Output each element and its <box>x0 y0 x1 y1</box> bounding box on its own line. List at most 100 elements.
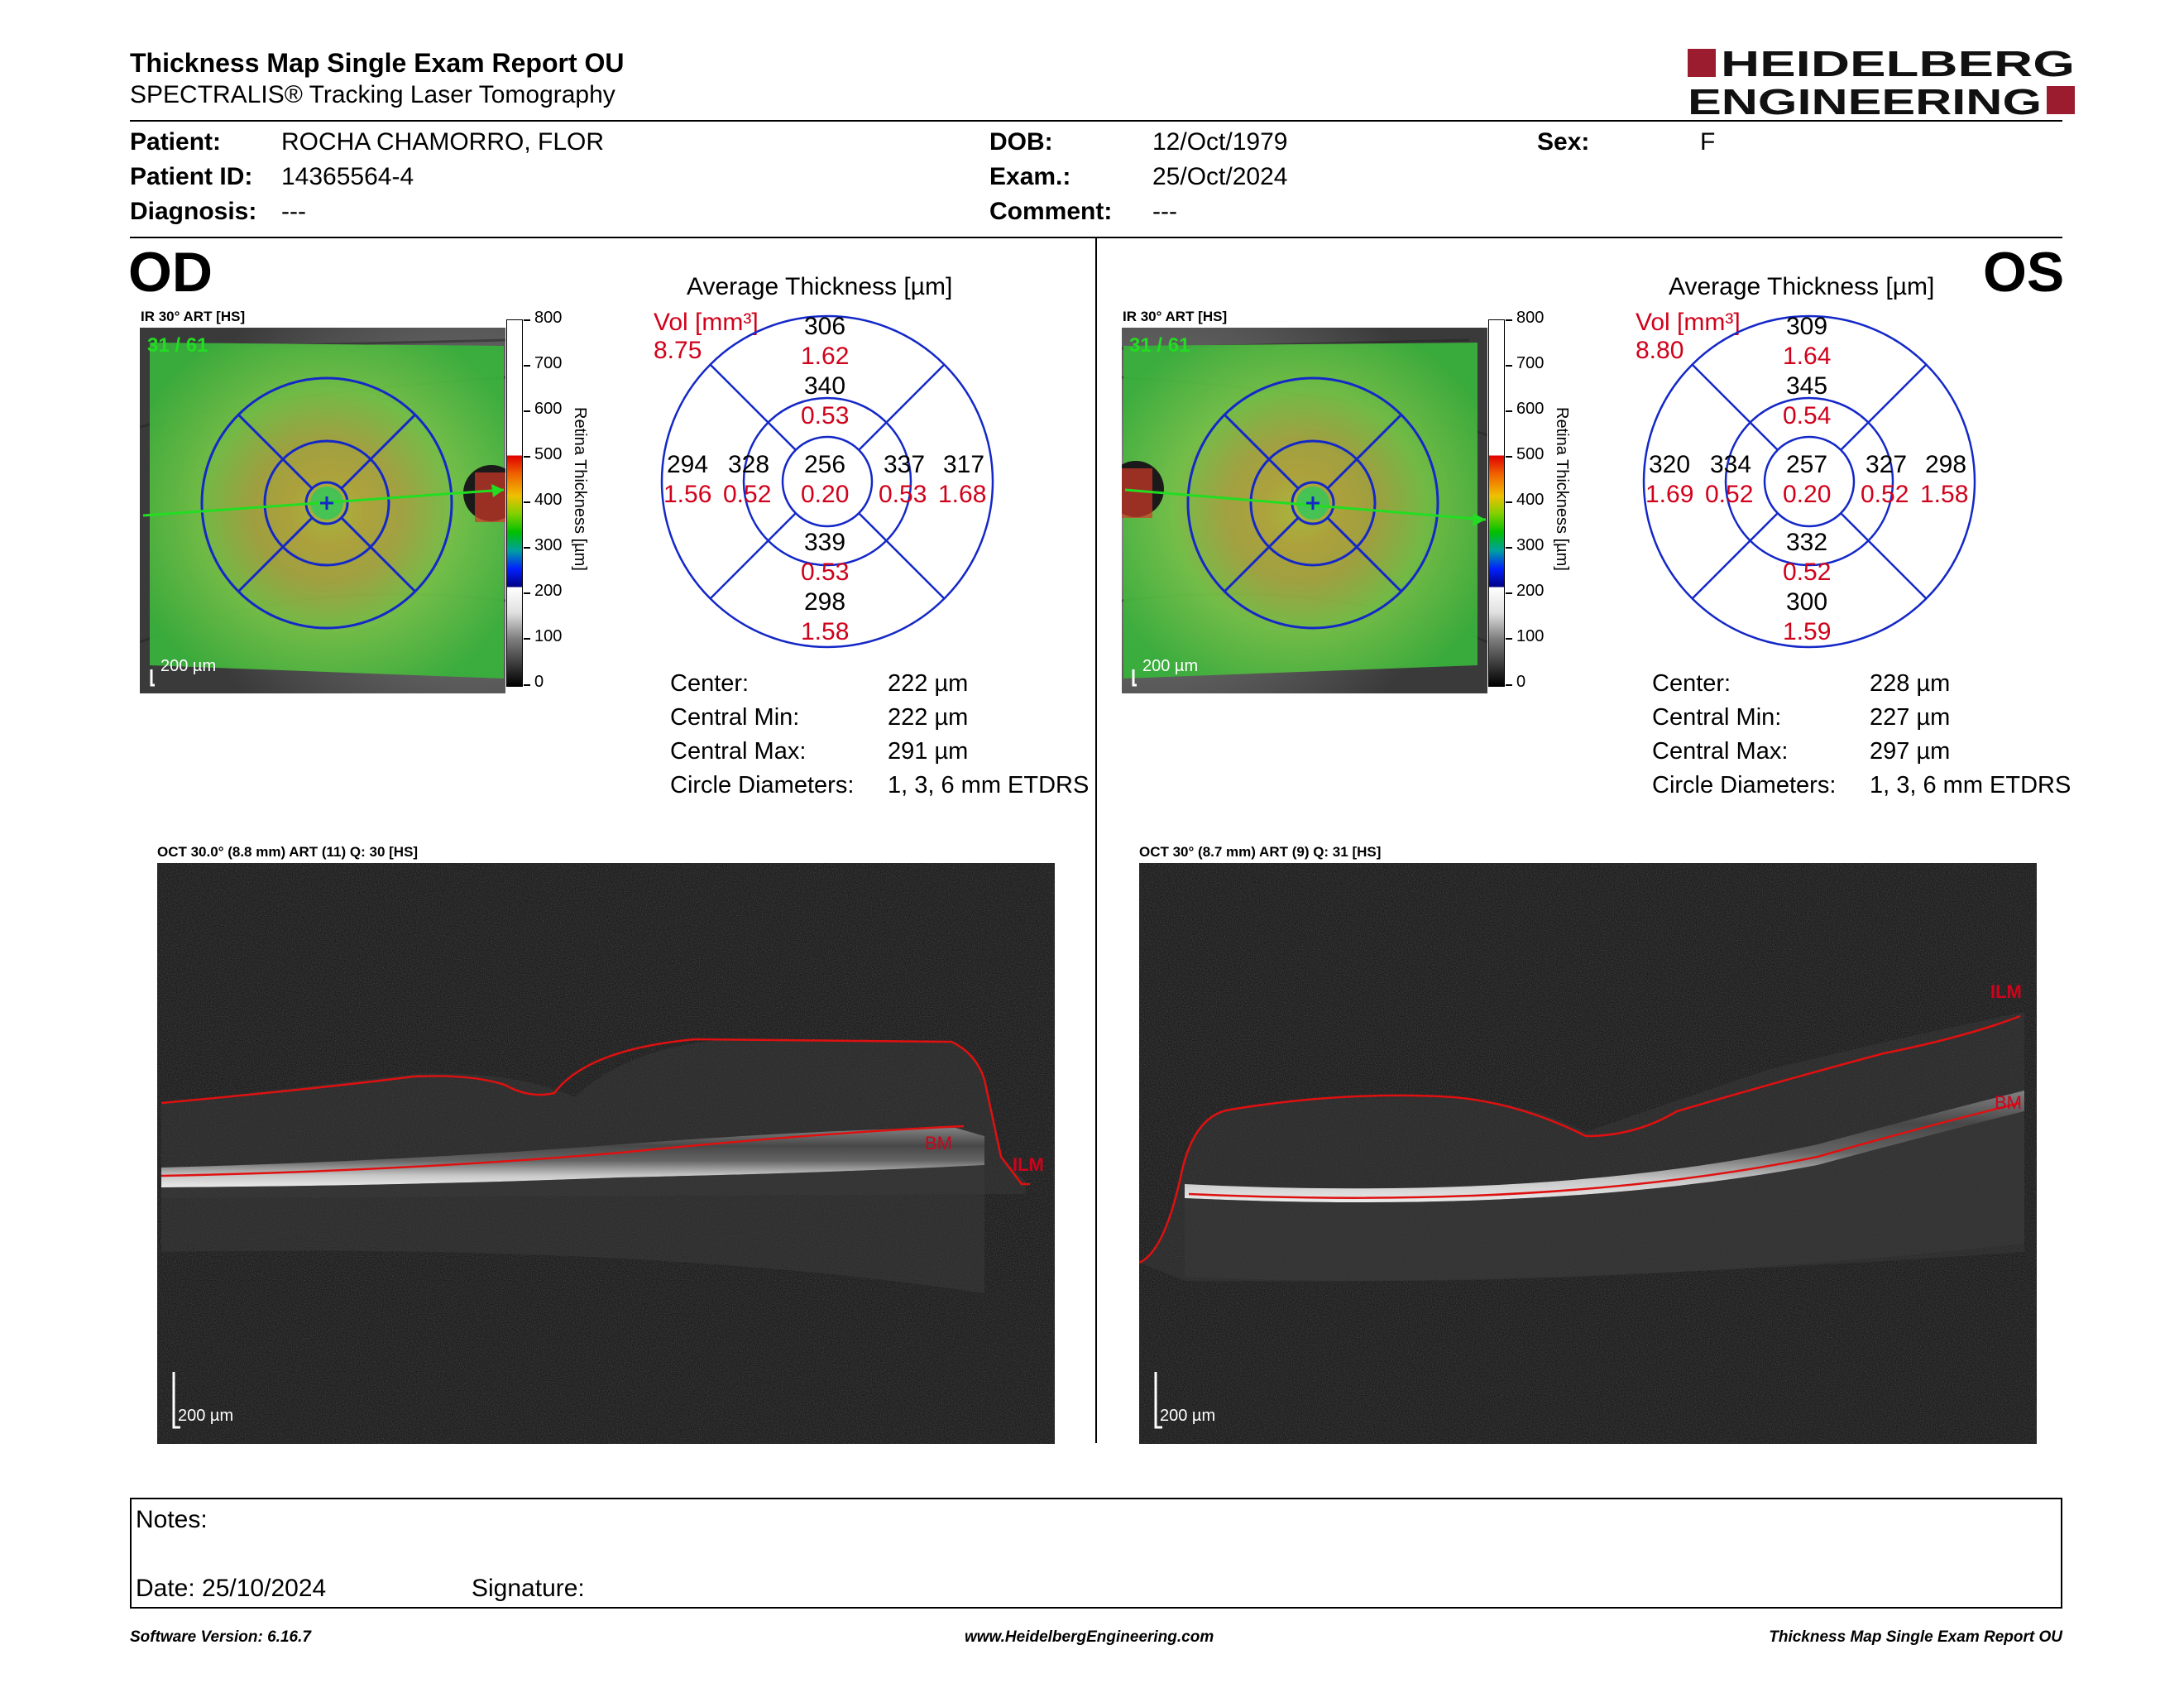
comment-value: --- <box>1152 198 1177 225</box>
footer-report-name: Thickness Map Single Exam Report OU <box>1769 1628 2062 1646</box>
os-central-max-value: 297 µm <box>1870 738 1951 765</box>
os-circle-diameters-label: Circle Diameters: <box>1652 772 1837 798</box>
od-central-max-value: 291 µm <box>888 738 969 765</box>
od-scan-counter: 31 / 61 <box>147 334 208 357</box>
os-outer-left-volume: 1.69 <box>1645 481 1694 508</box>
od-colorbar-tick-100: 100 <box>534 627 563 645</box>
os-center-volume: 0.20 <box>1783 481 1832 508</box>
od-inner-inferior-thickness: 339 <box>804 529 846 556</box>
od-center-thickness: 256 <box>804 451 846 478</box>
os-colorbar-tick-300: 300 <box>1516 536 1545 554</box>
os-colorbar-tick-700: 700 <box>1516 354 1545 372</box>
os-colorbar-tick-200: 200 <box>1516 582 1545 600</box>
dob-value: 12/Oct/1979 <box>1152 128 1288 156</box>
od-colorbar-label: Retina Thickness [µm] <box>571 407 589 571</box>
logo-text-line1: HEIDELBERG <box>1721 46 2075 84</box>
od-fundus-scale-label: 200 µm <box>160 657 217 675</box>
od-colorbar-tick-800: 800 <box>534 309 563 327</box>
os-inner-superior-volume: 0.54 <box>1783 402 1832 429</box>
od-outer-right-volume: 1.68 <box>938 481 987 508</box>
os-center-label: Center: <box>1652 670 1731 697</box>
od-inner-right-thickness: 337 <box>884 451 926 478</box>
os-center-value: 228 µm <box>1870 670 1951 697</box>
header-divider <box>130 120 2062 122</box>
signature-label: Signature: <box>472 1575 585 1602</box>
od-ilm-label: ILM <box>1013 1154 1044 1175</box>
os-inner-left-volume: 0.52 <box>1705 481 1754 508</box>
os-avg-thickness-title: Average Thickness [µm] <box>1669 273 1935 300</box>
os-inner-inferior-volume: 0.52 <box>1783 559 1832 586</box>
dob-label: DOB: <box>989 128 1053 156</box>
od-inner-right-volume: 0.53 <box>879 481 927 508</box>
report-subtitle: SPECTRALIS® Tracking Laser Tomography <box>130 81 615 108</box>
os-outer-inferior-volume: 1.59 <box>1783 618 1832 645</box>
od-circle-diameters-value: 1, 3, 6 mm ETDRS <box>888 772 1090 798</box>
od-inner-superior-thickness: 340 <box>804 372 846 400</box>
od-eye-label: OD <box>128 241 213 304</box>
os-fundus-scale-label: 200 µm <box>1142 657 1199 675</box>
od-center-value: 222 µm <box>888 670 969 697</box>
os-central-min-label: Central Min: <box>1652 704 1782 731</box>
os-inner-right-thickness: 327 <box>1866 451 1908 478</box>
od-colorbar-tick-600: 600 <box>534 400 563 418</box>
sex-value: F <box>1700 128 1716 156</box>
os-oct-bscan <box>1139 863 2037 1444</box>
os-center-thickness: 257 <box>1786 451 1828 478</box>
os-fundus-label: IR 30° ART [HS] <box>1123 309 1228 324</box>
patient-label: Patient: <box>130 128 222 156</box>
od-fundus-label: IR 30° ART [HS] <box>141 309 246 324</box>
od-circle-diameters-label: Circle Diameters: <box>670 772 855 798</box>
od-colorbar-tick-500: 500 <box>534 445 563 463</box>
exam-label: Exam.: <box>989 163 1071 190</box>
od-inner-left-volume: 0.52 <box>723 481 772 508</box>
os-inner-inferior-thickness: 332 <box>1786 529 1828 556</box>
footer-website: www.HeidelbergEngineering.com <box>965 1628 1214 1646</box>
od-colorbar-ticks <box>524 319 532 687</box>
os-eye-label: OS <box>1983 241 2065 304</box>
os-inner-right-volume: 0.52 <box>1861 481 1909 508</box>
os-fundus-image <box>1122 328 1487 693</box>
od-colorbar-tick-700: 700 <box>534 354 563 372</box>
heidelberg-logo: HEIDELBERG ENGINEERING <box>1688 44 2076 122</box>
patient-name: ROCHA CHAMORRO, FLOR <box>281 128 605 156</box>
os-colorbar-tick-100: 100 <box>1516 627 1545 645</box>
os-colorbar-label: Retina Thickness [µm] <box>1553 407 1571 571</box>
od-center-label: Center: <box>670 670 750 697</box>
os-colorbar-tick-800: 800 <box>1516 309 1545 327</box>
date-label: Date: 25/10/2024 <box>136 1575 327 1602</box>
os-colorbar-tick-600: 600 <box>1516 400 1545 418</box>
os-vol-label: Vol [mm³] <box>1636 309 1741 336</box>
os-colorbar <box>1488 319 1505 687</box>
os-scan-counter: 31 / 61 <box>1129 334 1190 357</box>
od-inner-superior-volume: 0.53 <box>801 402 850 429</box>
od-colorbar-tick-300: 300 <box>534 536 563 554</box>
os-etdrs-grid <box>1642 314 1976 649</box>
os-colorbar-tick-500: 500 <box>1516 445 1545 463</box>
od-outer-inferior-volume: 1.58 <box>801 618 850 645</box>
od-colorbar-tick-200: 200 <box>534 582 563 600</box>
od-central-min-value: 222 µm <box>888 704 969 731</box>
od-oct-scale-label: 200 µm <box>178 1407 234 1425</box>
od-colorbar <box>506 319 523 687</box>
logo-text-line2: ENGINEERING <box>1688 82 2042 117</box>
notes-box[interactable] <box>130 1498 2062 1609</box>
os-outer-right-thickness: 298 <box>1925 451 1967 478</box>
os-outer-left-thickness: 320 <box>1649 451 1691 478</box>
os-vol-total: 8.80 <box>1636 337 1684 364</box>
os-outer-superior-volume: 1.64 <box>1783 343 1832 370</box>
od-outer-superior-volume: 1.62 <box>801 343 850 370</box>
od-avg-thickness-title: Average Thickness [µm] <box>687 273 953 300</box>
od-outer-right-thickness: 317 <box>943 451 985 478</box>
os-bm-label: BM <box>1995 1092 2022 1113</box>
patient-id-label: Patient ID: <box>130 163 253 190</box>
od-colorbar-tick-400: 400 <box>534 491 563 509</box>
od-central-min-label: Central Min: <box>670 704 800 731</box>
os-oct-scale-label: 200 µm <box>1160 1407 1216 1425</box>
od-outer-left-volume: 1.56 <box>663 481 712 508</box>
od-inner-left-thickness: 328 <box>728 451 770 478</box>
report-title: Thickness Map Single Exam Report OU <box>130 48 625 78</box>
os-inner-left-thickness: 334 <box>1710 451 1752 478</box>
os-colorbar-tick-0: 0 <box>1516 673 1526 691</box>
od-outer-superior-thickness: 306 <box>804 313 846 340</box>
diagnosis-value: --- <box>281 198 306 225</box>
